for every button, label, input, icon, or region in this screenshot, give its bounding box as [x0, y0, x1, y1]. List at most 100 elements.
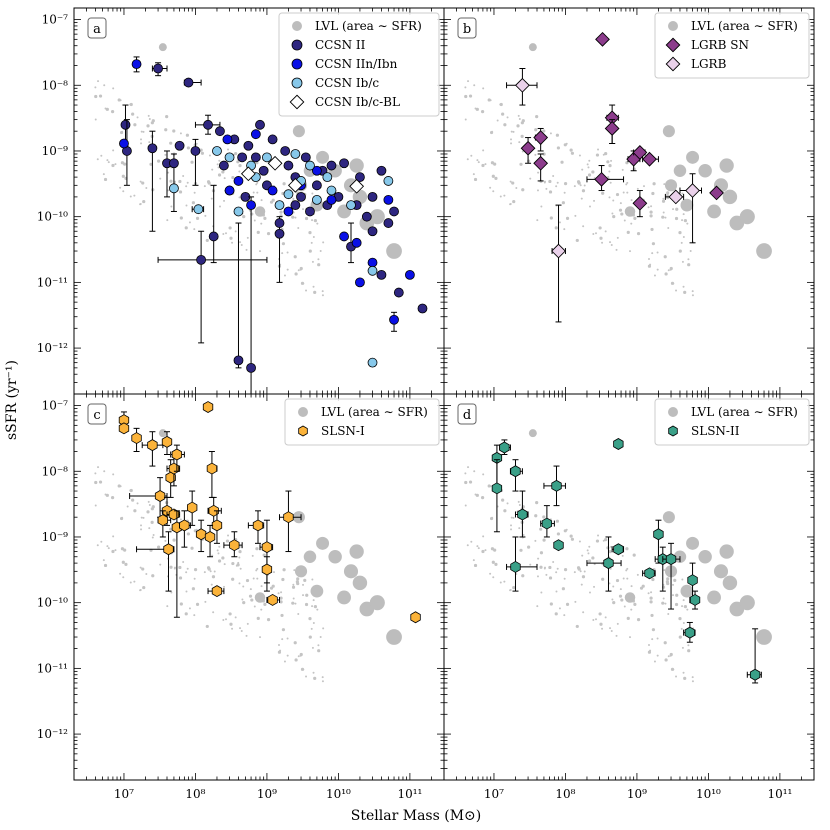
lvl-dot	[473, 84, 476, 87]
panel-label: a	[87, 17, 107, 39]
lvl-dot	[623, 605, 626, 608]
lvl-dot	[464, 480, 468, 485]
lvl-dot	[670, 281, 675, 285]
data-point	[222, 134, 233, 145]
lvl-dot	[225, 232, 228, 235]
panel-label-box	[457, 17, 477, 39]
lvl-dot	[574, 214, 577, 217]
lvl-dot	[195, 528, 198, 531]
lvl-dot	[292, 197, 295, 200]
lvl-dot	[294, 216, 297, 219]
lvl-dot	[148, 527, 151, 530]
lvl-dot	[576, 566, 581, 570]
lvl-dot	[678, 635, 682, 639]
lvl-dot	[535, 501, 539, 505]
lvl-dot	[548, 565, 552, 570]
lvl-dot	[195, 216, 200, 220]
lvl-dot	[186, 567, 189, 570]
lvl-dot	[519, 162, 523, 166]
lvl-dot	[169, 527, 173, 531]
lvl-dot	[256, 191, 259, 194]
lvl-dot	[94, 118, 97, 121]
lvl-dot	[222, 618, 225, 621]
lvl-dot	[501, 498, 505, 502]
lvl-galaxy-point	[680, 584, 694, 598]
lvl-dot	[193, 228, 196, 231]
lvl-dot	[282, 182, 286, 186]
panel-label-text: d	[463, 408, 471, 423]
data-point	[246, 362, 256, 373]
data-point	[165, 471, 176, 484]
lvl-dot	[678, 617, 682, 621]
lvl-dot	[503, 123, 507, 127]
lvl-dot	[552, 561, 555, 564]
lvl-dot	[662, 211, 665, 214]
lvl-dot	[129, 195, 132, 198]
lvl-dot	[542, 515, 546, 519]
lvl-dot	[587, 552, 590, 555]
lvl-dot	[593, 585, 596, 588]
data-point	[258, 165, 269, 176]
lvl-dot	[615, 192, 620, 197]
lvl-dot	[555, 571, 558, 574]
lvl-dot	[186, 532, 191, 536]
data-point	[267, 593, 278, 606]
lvl-dot	[277, 592, 280, 595]
lvl-dot	[231, 175, 235, 180]
lvl-dot	[489, 572, 492, 575]
lvl-dot	[472, 173, 475, 176]
lvl-dot	[527, 545, 531, 549]
legend-marker	[292, 21, 302, 31]
data-point	[389, 206, 399, 217]
lvl-dot	[300, 667, 305, 671]
lvl-dot	[119, 572, 122, 575]
lvl-dot	[611, 598, 614, 601]
lvl-dot	[554, 612, 558, 616]
data-point	[190, 146, 201, 156]
lvl-dot	[482, 535, 485, 538]
lvl-dot	[253, 605, 256, 608]
lvl-dot	[630, 222, 633, 225]
panel-label-text: a	[93, 22, 101, 37]
lvl-dot	[647, 643, 650, 646]
data-point	[376, 269, 387, 280]
lvl-dot	[616, 622, 619, 625]
data-point	[684, 626, 696, 639]
lvl-galaxy-point	[386, 243, 402, 259]
lvl-dot	[626, 616, 630, 621]
lvl-dot	[536, 189, 539, 192]
y-tick-label: 10⁻⁸	[42, 78, 69, 92]
lvl-dot	[297, 655, 300, 658]
lvl-dot	[649, 214, 653, 218]
data-point	[179, 519, 190, 532]
lvl-dot	[211, 168, 214, 171]
lvl-dot	[588, 159, 591, 162]
legend-marker	[665, 37, 681, 53]
lvl-dot	[499, 195, 502, 198]
lvl-dot	[129, 581, 132, 584]
lvl-dot	[588, 591, 591, 594]
lvl-dot	[178, 190, 183, 194]
data-point	[163, 543, 174, 556]
lvl-dot	[218, 545, 221, 548]
lvl-dot	[173, 567, 176, 570]
x-tick-label: 10⁹	[257, 787, 277, 801]
lvl-dot	[231, 577, 235, 581]
lvl-dot	[683, 604, 688, 609]
data-point	[510, 465, 521, 478]
lvl-dot	[606, 546, 610, 550]
lvl-dot	[250, 598, 254, 602]
lvl-galaxy-point	[294, 565, 308, 578]
data-point	[749, 668, 761, 681]
lvl-dot	[475, 493, 479, 497]
lvl-dot	[473, 563, 478, 568]
lvl-dot	[190, 546, 194, 550]
lvl-dot	[464, 118, 467, 121]
lvl-dot	[142, 130, 145, 133]
plot-area	[94, 401, 421, 683]
lvl-dot	[597, 148, 600, 151]
lvl-dot	[475, 107, 479, 111]
lvl-dot	[263, 216, 267, 221]
lvl-dot	[246, 236, 249, 239]
lvl-dot	[300, 281, 305, 285]
